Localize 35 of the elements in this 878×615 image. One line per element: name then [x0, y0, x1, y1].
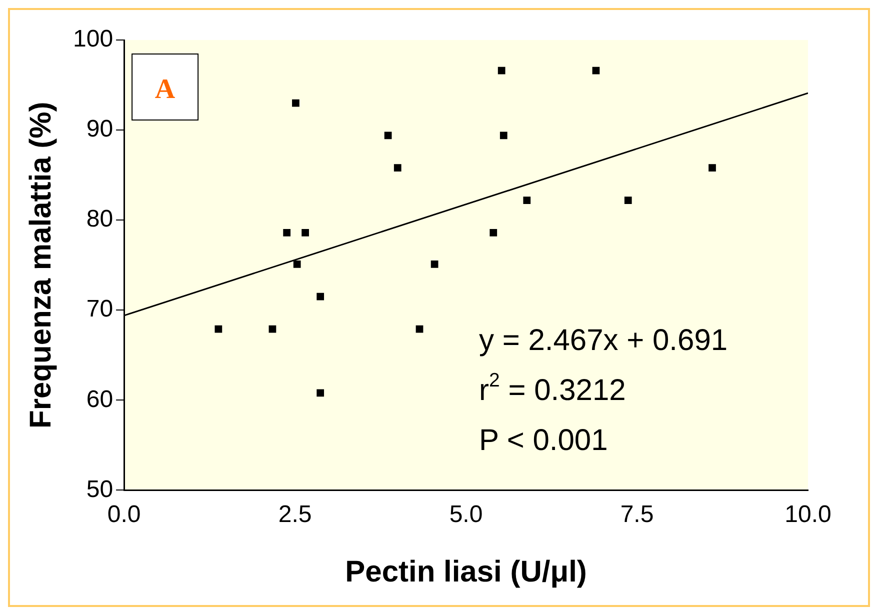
y-tick-label: 100: [72, 26, 114, 53]
y-tick-label: 60: [86, 386, 114, 413]
y-tick-label: 70: [86, 296, 114, 323]
annotation: A: [154, 74, 176, 105]
x-tick-label: 2.5: [278, 501, 312, 528]
point: [283, 229, 291, 236]
point: [384, 132, 392, 140]
x-tick-label: 5.0: [449, 501, 483, 528]
point: [592, 66, 600, 74]
annotation: P < 0.001: [479, 424, 608, 458]
point: [624, 196, 632, 204]
annotation: y = 2.467x + 0.691: [479, 324, 728, 358]
y-axis-title: Frequenza malattia (%): [24, 102, 58, 428]
point: [708, 164, 716, 172]
point: [316, 292, 324, 300]
point: [500, 132, 508, 140]
x-tick-label: 7.5: [620, 501, 654, 528]
x-tick-label: 0.0: [107, 501, 141, 528]
point: [523, 196, 531, 204]
point: [214, 325, 222, 333]
y-tick-label: 50: [86, 476, 114, 503]
point: [498, 66, 506, 74]
point: [302, 229, 309, 236]
x-tick-label: 10.0: [784, 501, 832, 528]
point: [292, 99, 300, 107]
point: [268, 325, 276, 333]
y-tick-label: 80: [86, 206, 114, 233]
point: [490, 229, 498, 236]
point: [293, 260, 301, 268]
y-tick-label: 90: [86, 116, 114, 143]
point: [430, 260, 438, 268]
point: [416, 325, 424, 333]
point: [316, 389, 324, 397]
x-axis-title: Pectin liasi (U/μl): [345, 555, 587, 588]
point: [394, 164, 402, 172]
